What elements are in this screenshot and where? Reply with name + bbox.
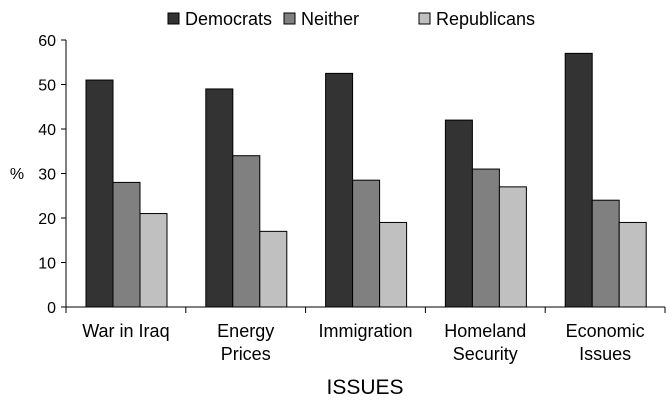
bar-republicans	[259, 230, 288, 308]
y-tick-label: 0	[47, 300, 56, 317]
y-tick-label: 60	[38, 33, 56, 50]
bar-republicans	[379, 221, 408, 308]
bar-republicans	[498, 186, 527, 308]
legend-label: Republicans	[436, 9, 535, 29]
legend-label: Neither	[301, 9, 359, 29]
x-category-label: Economic Issues	[566, 321, 645, 364]
y-tick-label: 10	[38, 256, 56, 273]
x-axis: War in Iraq Energy Prices Immigration Homela…	[65, 306, 666, 364]
bar-republicans	[139, 213, 168, 308]
bar-democrats	[444, 119, 473, 308]
legend-swatch	[283, 12, 296, 25]
bar-neither	[112, 181, 141, 308]
bar-democrats	[564, 52, 593, 308]
x-category-label: Homeland Security	[444, 321, 526, 364]
bar-neither	[591, 199, 620, 308]
x-category-label: War in Iraq	[82, 321, 169, 341]
y-tick-label: 40	[38, 122, 56, 139]
y-axis-label: %	[10, 166, 24, 183]
legend: Democrats Neither Republicans	[167, 9, 535, 29]
legend-swatch	[167, 12, 180, 25]
x-category-label: Energy Prices	[217, 321, 274, 364]
legend-label: Democrats	[185, 9, 272, 29]
bar-neither	[471, 168, 500, 308]
bar-neither	[232, 155, 261, 308]
y-tick-label: 50	[38, 78, 56, 95]
y-tick-label: 30	[38, 167, 56, 184]
bar-democrats	[205, 88, 234, 308]
y-tick-label: 20	[38, 211, 56, 228]
bars	[85, 52, 647, 308]
bar-republicans	[618, 221, 647, 308]
legend-swatch	[418, 12, 431, 25]
bar-neither	[352, 179, 381, 308]
bar-democrats	[325, 72, 354, 308]
bar-democrats	[85, 79, 114, 308]
y-axis: 0 10 20 30 40 50 60	[38, 33, 67, 317]
x-axis-label: ISSUES	[326, 376, 403, 399]
x-category-label: Immigration	[318, 321, 412, 341]
